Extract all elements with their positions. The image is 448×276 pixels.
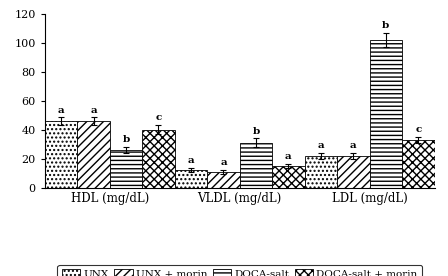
Text: c: c bbox=[415, 125, 422, 134]
Bar bbox=[110, 150, 142, 188]
Bar bbox=[305, 156, 337, 188]
Text: b: b bbox=[382, 21, 389, 30]
Bar bbox=[45, 121, 78, 188]
Text: a: a bbox=[318, 141, 324, 150]
Text: c: c bbox=[155, 113, 162, 123]
Text: a: a bbox=[350, 141, 357, 150]
Text: a: a bbox=[90, 105, 97, 115]
Bar bbox=[78, 121, 110, 188]
Text: a: a bbox=[285, 152, 292, 161]
Text: a: a bbox=[188, 156, 194, 165]
Bar bbox=[370, 40, 402, 188]
Bar bbox=[337, 156, 370, 188]
Text: a: a bbox=[58, 105, 65, 115]
Text: b: b bbox=[252, 126, 259, 136]
Bar bbox=[240, 143, 272, 188]
Bar bbox=[402, 140, 435, 188]
Text: b: b bbox=[122, 135, 129, 144]
Bar bbox=[272, 166, 305, 188]
Bar bbox=[175, 170, 207, 188]
Legend: UNX, UNX + morin, DOCA-salt, DOCA-salt + morin: UNX, UNX + morin, DOCA-salt, DOCA-salt +… bbox=[57, 265, 422, 276]
Text: a: a bbox=[220, 158, 227, 167]
Bar bbox=[142, 130, 175, 188]
Bar bbox=[207, 172, 240, 188]
